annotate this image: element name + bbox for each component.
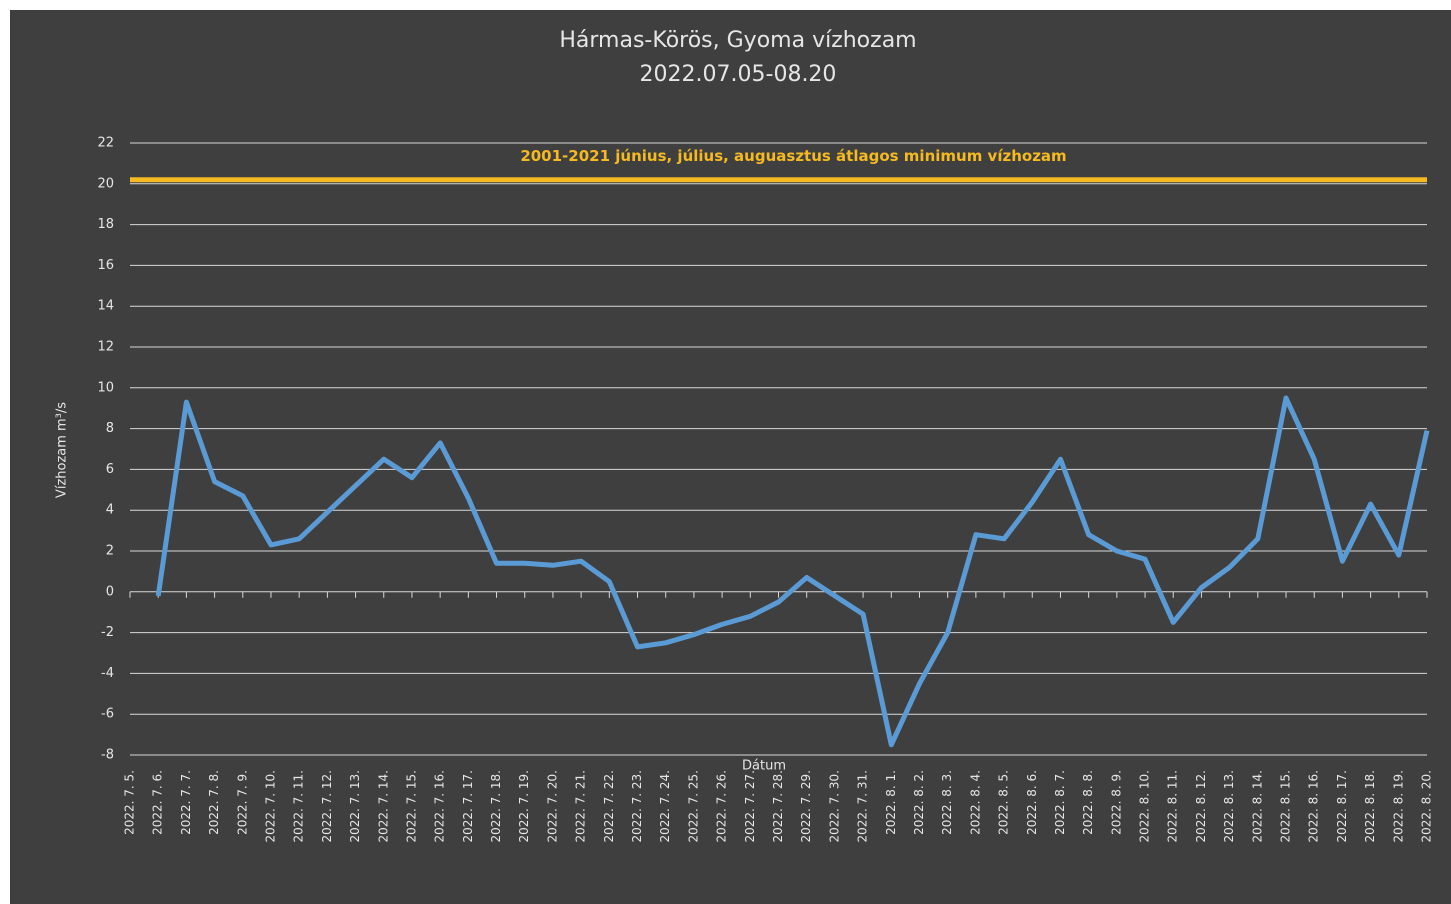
x-tick-label: 2022. 7. 24. xyxy=(658,770,672,843)
x-tick-label: 2022. 8. 1. xyxy=(884,770,898,835)
x-tick-label: 2022. 7. 18. xyxy=(489,770,503,843)
y-tick-label: 4 xyxy=(106,503,114,518)
x-tick-label: 2022. 7. 20. xyxy=(545,770,559,843)
x-tick-label: 2022. 7. 14. xyxy=(376,770,390,843)
x-tick-label: 2022. 7. 19. xyxy=(517,770,531,843)
x-tick-label: 2022. 7. 29. xyxy=(799,770,813,843)
chart-title: Hármas-Körös, Gyoma vízhozam xyxy=(559,28,916,53)
y-tick-label: -2 xyxy=(101,625,114,640)
x-tick-label: 2022. 7. 9. xyxy=(235,770,249,835)
reference-label: 2001-2021 június, július, auguasztus átl… xyxy=(520,147,1066,165)
x-tick-label: 2022. 8. 14. xyxy=(1250,770,1264,843)
y-tick-label: 14 xyxy=(97,299,114,314)
x-tick-label: 2022. 8. 17. xyxy=(1335,770,1349,843)
x-tick-label: 2022. 7. 30. xyxy=(827,770,841,843)
x-tick-label: 2022. 7. 7. xyxy=(179,770,193,835)
y-tick-label: -8 xyxy=(101,748,114,763)
x-tick-label: 2022. 8. 5. xyxy=(997,770,1011,835)
x-tick-label: 2022. 7. 25. xyxy=(686,770,700,843)
x-tick-label: 2022. 7. 27. xyxy=(743,770,757,843)
x-tick-label: 2022. 7. 26. xyxy=(715,770,729,843)
x-tick-label: 2022. 8. 13. xyxy=(1222,770,1236,843)
x-tick-label: 2022. 8. 15. xyxy=(1279,770,1293,843)
x-tick-label: 2022. 8. 11. xyxy=(1166,770,1180,843)
chart-background xyxy=(10,10,1451,904)
y-tick-label: 18 xyxy=(97,217,114,232)
x-tick-label: 2022. 7. 10. xyxy=(263,770,277,843)
x-tick-label: 2022. 8. 6. xyxy=(1025,770,1039,835)
chart-subtitle: 2022.07.05-08.20 xyxy=(640,62,837,87)
x-tick-label: 2022. 8. 20. xyxy=(1420,770,1434,843)
x-tick-label: 2022. 8. 7. xyxy=(1053,770,1067,835)
x-axis-title: Dátum xyxy=(742,759,786,774)
y-tick-label: 8 xyxy=(106,421,114,436)
x-tick-label: 2022. 7. 16. xyxy=(433,770,447,843)
x-tick-label: 2022. 7. 15. xyxy=(404,770,418,843)
x-tick-label: 2022. 8. 18. xyxy=(1363,770,1377,843)
x-tick-label: 2022. 7. 11. xyxy=(292,770,306,843)
x-tick-label: 2022. 7. 13. xyxy=(348,770,362,843)
y-tick-label: 0 xyxy=(106,584,114,599)
y-tick-label: 22 xyxy=(97,136,114,151)
y-tick-label: 12 xyxy=(97,340,114,355)
data-line xyxy=(155,395,1430,748)
y-tick-label: 6 xyxy=(106,462,114,477)
x-tick-label: 2022. 7. 22. xyxy=(602,770,616,843)
y-tick-label: 16 xyxy=(97,258,114,273)
x-tick-label: 2022. 8. 19. xyxy=(1391,770,1405,843)
x-tick-label: 2022. 7. 8. xyxy=(207,770,221,835)
x-tick-label: 2022. 8. 16. xyxy=(1307,770,1321,843)
x-tick-label: 2022. 7. 28. xyxy=(771,770,785,843)
y-axis-title: Vízhozam m³/s xyxy=(55,402,70,498)
y-tick-label: -4 xyxy=(101,666,114,681)
y-tick-label: 2 xyxy=(106,544,114,559)
y-tick-label: 20 xyxy=(97,176,114,191)
y-tick-label: -6 xyxy=(101,707,114,722)
x-tick-label: 2022. 8. 2. xyxy=(912,770,926,835)
x-tick-label: 2022. 8. 3. xyxy=(940,770,954,835)
x-tick-label: 2022. 8. 10. xyxy=(1138,770,1152,843)
x-tick-label: 2022. 7. 21. xyxy=(574,770,588,843)
x-tick-label: 2022. 8. 8. xyxy=(1081,770,1095,835)
x-tick-label: 2022. 7. 17. xyxy=(461,770,475,843)
x-tick-label: 2022. 8. 9. xyxy=(1109,770,1123,835)
x-tick-label: 2022. 8. 4. xyxy=(968,770,982,835)
x-tick-label: 2022. 7. 12. xyxy=(320,770,334,843)
x-tick-label: 2022. 7. 5. xyxy=(123,770,137,835)
x-tick-label: 2022. 8. 12. xyxy=(1194,770,1208,843)
y-tick-label: 10 xyxy=(97,380,114,395)
x-tick-label: 2022. 7. 6. xyxy=(151,770,165,835)
x-tick-label: 2022. 7. 31. xyxy=(856,770,870,843)
x-tick-label: 2022. 7. 23. xyxy=(630,770,644,843)
